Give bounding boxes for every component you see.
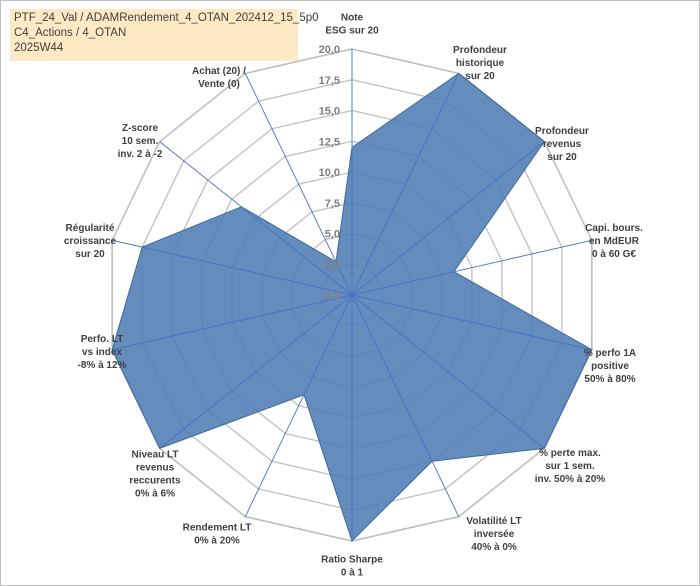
title-line-3: 2025W44 xyxy=(14,42,64,54)
axis-label-7: Ratio Sharpe 0 à 1 xyxy=(321,555,383,579)
chart-title: PTF_24_Val / ADAMRendement_4_OTAN_202412… xyxy=(10,9,319,61)
axis-label-0: Note ESG sur 20 xyxy=(325,13,379,37)
axis-spoke-4 xyxy=(351,294,592,351)
tick-label-8: 20,0 xyxy=(319,44,340,56)
axis-spoke-11 xyxy=(112,239,353,296)
axis-label-6: Volatilité LT inversée 40% à 0% xyxy=(466,516,521,553)
axis-spoke-3 xyxy=(351,239,592,296)
tick-label-1: 2,5 xyxy=(325,259,340,271)
tick-label-4: 10,0 xyxy=(319,167,340,179)
axis-spoke-8 xyxy=(244,294,353,517)
axis-spoke-9 xyxy=(159,294,353,449)
tick-labels: 0,0 2,5 5,0 7,5 10,0 12,5 15,0 17,5 20,0 xyxy=(319,44,340,302)
axis-spoke-10 xyxy=(112,294,353,351)
axis-label-10: Perfo. LT vs index -8% à 12% xyxy=(78,334,127,371)
axis-spoke-1 xyxy=(351,73,460,296)
axis-label-3: Capi. bours. en MdEUR 0 à 60 G€ xyxy=(585,223,643,260)
axis-spokes xyxy=(112,49,592,541)
axis-labels: Note ESG sur 20 Profondeur historique sur 20… xyxy=(64,13,643,579)
axis-label-12: Z-score 10 sem. inv. 2 à -2 xyxy=(118,123,163,160)
tick-label-6: 15,0 xyxy=(319,106,340,118)
axis-label-9: Niveau LT revenus reccurents 0% à 6% xyxy=(129,450,181,500)
axis-spoke-6 xyxy=(351,294,460,517)
tick-label-5: 12,5 xyxy=(319,136,340,148)
tick-label-0: 0,0 xyxy=(325,290,340,302)
axis-label-4: % perfo 1A positive 50% à 80% xyxy=(584,348,636,385)
tick-label-2: 5,0 xyxy=(325,229,340,241)
title-line-2: C4_Actions / 4_OTAN xyxy=(14,27,127,39)
axis-label-2: Profondeur revenus sur 20 xyxy=(535,126,589,163)
axis-label-5: % perte max. sur 1 sem. inv. 50% à 20% xyxy=(535,448,606,485)
axis-spoke-2 xyxy=(351,141,545,296)
axis-spoke-13 xyxy=(244,73,353,296)
axis-label-8: Rendement LT 0% à 20% xyxy=(183,523,252,547)
axis-spoke-12 xyxy=(159,141,353,296)
axis-label-11: Régularité croissance sur 20 xyxy=(64,223,117,260)
tick-label-3: 7,5 xyxy=(325,198,340,210)
axis-label-1: Profondeur historique sur 20 xyxy=(453,45,507,82)
axis-spoke-5 xyxy=(351,294,545,449)
title-line-1: PTF_24_Val / ADAMRendement_4_OTAN_202412… xyxy=(14,12,319,24)
tick-label-7: 17,5 xyxy=(319,75,340,87)
